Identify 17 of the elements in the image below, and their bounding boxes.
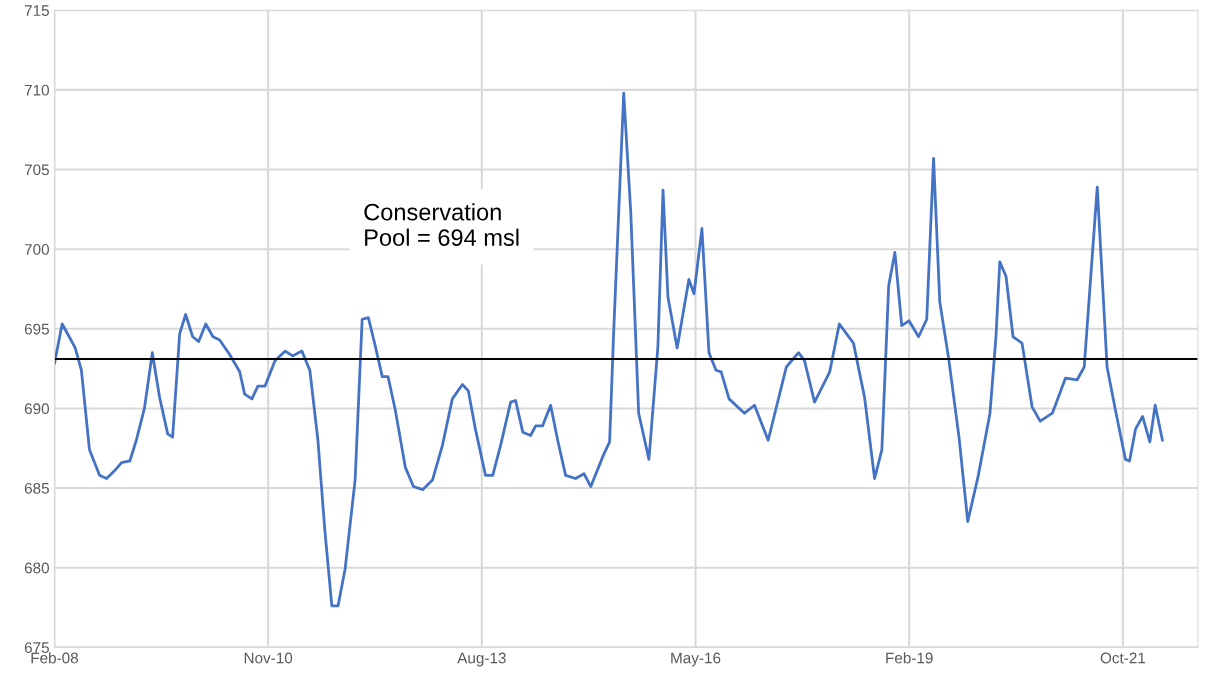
line-series xyxy=(54,91,1164,608)
y-tick-label: 715 xyxy=(24,5,49,16)
x-tick-label: Aug-13 xyxy=(457,652,506,667)
y-tick-label: 685 xyxy=(24,482,49,494)
y-tick-label: 675 xyxy=(24,642,49,654)
y-tick-label: 710 xyxy=(24,84,49,96)
y-tick-label: 705 xyxy=(24,164,49,176)
x-tick-label: Nov-10 xyxy=(244,652,293,664)
x-tick-label: May-16 xyxy=(671,652,721,667)
x-tick-label: Feb-19 xyxy=(886,652,933,664)
y-tick-label: 690 xyxy=(24,403,49,415)
x-tick-label: Feb-08 xyxy=(31,652,78,664)
annotation: Conservation Pool = 694 msl xyxy=(364,203,519,246)
y-tick-label: 680 xyxy=(24,562,49,574)
y-tick-label: 695 xyxy=(24,323,49,335)
x-tick-label: Oct-21 xyxy=(1100,652,1146,664)
y-tick-label: 700 xyxy=(24,244,49,255)
